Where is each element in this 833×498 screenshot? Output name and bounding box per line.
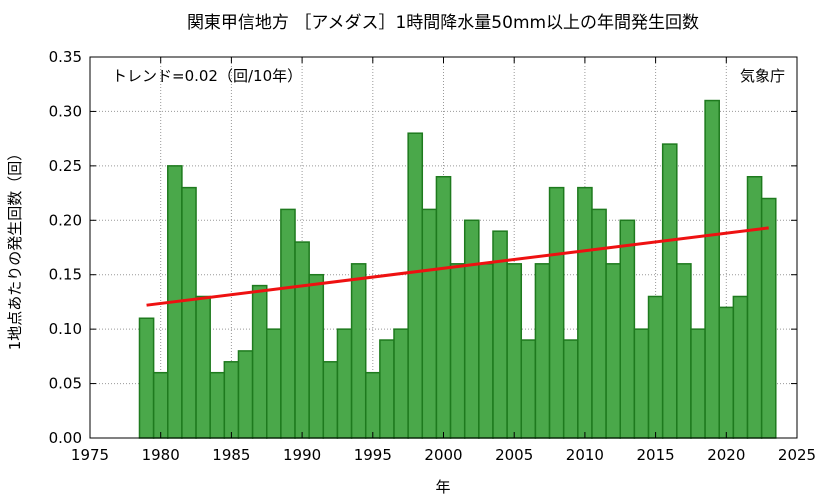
x-tick-label: 1975 bbox=[71, 446, 109, 464]
y-tick-label: 0.30 bbox=[49, 102, 82, 120]
bar bbox=[308, 273, 325, 439]
x-tick-label: 1990 bbox=[283, 446, 321, 464]
bar bbox=[195, 295, 211, 439]
bar bbox=[407, 132, 424, 439]
x-tick-label: 1980 bbox=[142, 446, 180, 464]
bar bbox=[690, 328, 706, 439]
bar bbox=[280, 208, 296, 439]
y-tick-label: 0.35 bbox=[49, 48, 82, 66]
bar bbox=[364, 371, 381, 439]
y-tick-label: 0.00 bbox=[49, 429, 82, 447]
bar bbox=[138, 317, 155, 439]
bar bbox=[746, 175, 763, 439]
bar bbox=[676, 263, 692, 439]
bar bbox=[463, 219, 480, 439]
bar bbox=[435, 175, 452, 439]
x-tick-label: 2000 bbox=[424, 446, 462, 464]
bar bbox=[661, 143, 678, 439]
bar bbox=[605, 263, 621, 439]
trend-line bbox=[146, 226, 769, 307]
bar bbox=[534, 263, 551, 439]
chart-title: 関東甲信地方 ［アメダス］1時間降水量50mm以上の年間発生回数 bbox=[187, 13, 699, 33]
x-tick-label: 2005 bbox=[495, 446, 533, 464]
bar bbox=[223, 361, 240, 439]
bar bbox=[181, 186, 197, 439]
y-tick-label: 0.05 bbox=[49, 375, 82, 393]
bar bbox=[520, 339, 537, 439]
bar bbox=[237, 350, 254, 439]
bar bbox=[294, 241, 310, 439]
bar bbox=[421, 208, 438, 439]
bar bbox=[506, 263, 523, 439]
bar bbox=[478, 263, 494, 439]
bar bbox=[647, 295, 664, 439]
bar bbox=[336, 328, 353, 439]
bars bbox=[138, 99, 777, 439]
x-tick-label: 2025 bbox=[778, 446, 816, 464]
bar bbox=[619, 219, 636, 439]
bar bbox=[732, 295, 749, 439]
bar bbox=[562, 339, 579, 439]
bar bbox=[322, 361, 339, 439]
bar bbox=[449, 263, 466, 439]
source-label: 気象庁 bbox=[740, 67, 785, 85]
x-tick-label: 2010 bbox=[566, 446, 604, 464]
bar bbox=[393, 328, 409, 439]
bar bbox=[718, 306, 735, 439]
y-tick-label: 0.15 bbox=[49, 266, 82, 284]
ticks: 0.00 0.05 0.10 0.15 0.20 0.25 0.30 0.35 1975 1980… bbox=[49, 48, 817, 464]
x-tick-label: 1985 bbox=[212, 446, 250, 464]
bar bbox=[209, 371, 226, 439]
bar bbox=[760, 197, 777, 439]
bar bbox=[704, 99, 720, 439]
trend-annotation: トレンド=0.02（回/10年） bbox=[112, 67, 302, 85]
bar bbox=[577, 186, 593, 439]
bar bbox=[152, 371, 169, 439]
y-tick-label: 0.20 bbox=[49, 211, 82, 229]
x-axis-label: 年 bbox=[435, 478, 450, 496]
bar bbox=[591, 208, 607, 439]
y-axis-label: 1地点あたりの発生回数（回） bbox=[6, 146, 24, 351]
bar bbox=[251, 284, 268, 439]
bar bbox=[266, 328, 282, 439]
y-tick-label: 0.10 bbox=[49, 320, 82, 338]
x-tick-label: 2020 bbox=[707, 446, 745, 464]
y-tick-label: 0.25 bbox=[49, 157, 82, 175]
bar bbox=[379, 339, 395, 439]
bar bbox=[633, 328, 650, 439]
x-tick-label: 2015 bbox=[637, 446, 675, 464]
bar bbox=[548, 186, 565, 439]
bar bbox=[350, 263, 367, 439]
x-tick-label: 1995 bbox=[354, 446, 392, 464]
